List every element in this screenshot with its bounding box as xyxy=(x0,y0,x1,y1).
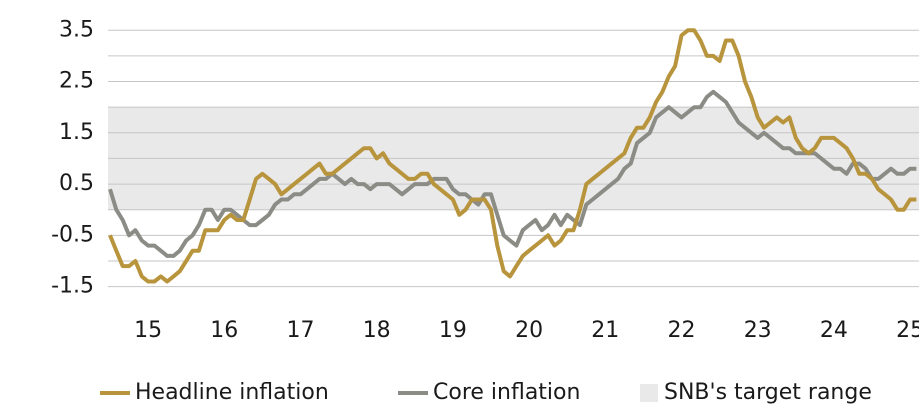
x-tick-label: 24 xyxy=(820,318,848,343)
y-tick-label: 3.5 xyxy=(59,17,94,42)
x-tick-label: 18 xyxy=(363,318,391,343)
x-tick-label: 21 xyxy=(591,318,619,343)
x-tick-label: 22 xyxy=(668,318,696,343)
x-tick-label: 23 xyxy=(744,318,772,343)
x-tick-label: 20 xyxy=(515,318,543,343)
x-tick-label: 19 xyxy=(439,318,467,343)
y-tick-label: 1.5 xyxy=(59,120,94,145)
y-tick-label: -0.5 xyxy=(51,222,94,247)
x-tick-label: 15 xyxy=(134,318,162,343)
y-tick-label: 0.5 xyxy=(59,171,94,196)
series-line xyxy=(108,28,917,284)
x-tick-label: 17 xyxy=(287,318,315,343)
legend-swatch xyxy=(640,384,658,402)
x-tick-label: 16 xyxy=(210,318,238,343)
legend-label: SNB's target range xyxy=(664,380,872,405)
legend-label: Headline inflation xyxy=(135,380,329,405)
x-tick-label: 25 xyxy=(896,318,919,343)
legend-label: Core inflation xyxy=(433,380,580,405)
y-tick-label: -1.5 xyxy=(51,274,94,299)
y-tick-label: 2.5 xyxy=(59,69,94,94)
